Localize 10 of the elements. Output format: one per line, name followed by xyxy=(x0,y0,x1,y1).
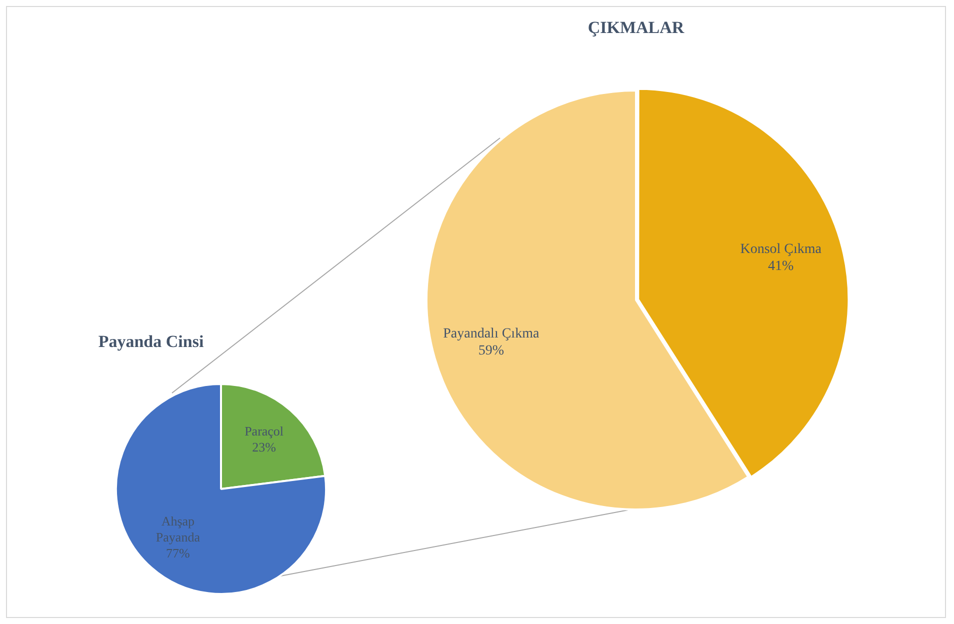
chart-title: Payanda Cinsi xyxy=(98,332,204,352)
slice-label: Konsol Çıkma xyxy=(740,242,822,258)
slice-label: Payandalı Çıkma xyxy=(443,326,540,342)
data-label: 23% xyxy=(252,440,276,455)
chart-title: ÇIKMALAR xyxy=(588,18,684,38)
data-label: 41% xyxy=(768,259,794,274)
slice-label: Ahşap Payanda xyxy=(156,513,200,544)
data-label: 59% xyxy=(478,343,504,358)
data-label: 77% xyxy=(166,545,190,560)
slice-label: Paraçol xyxy=(244,424,284,439)
